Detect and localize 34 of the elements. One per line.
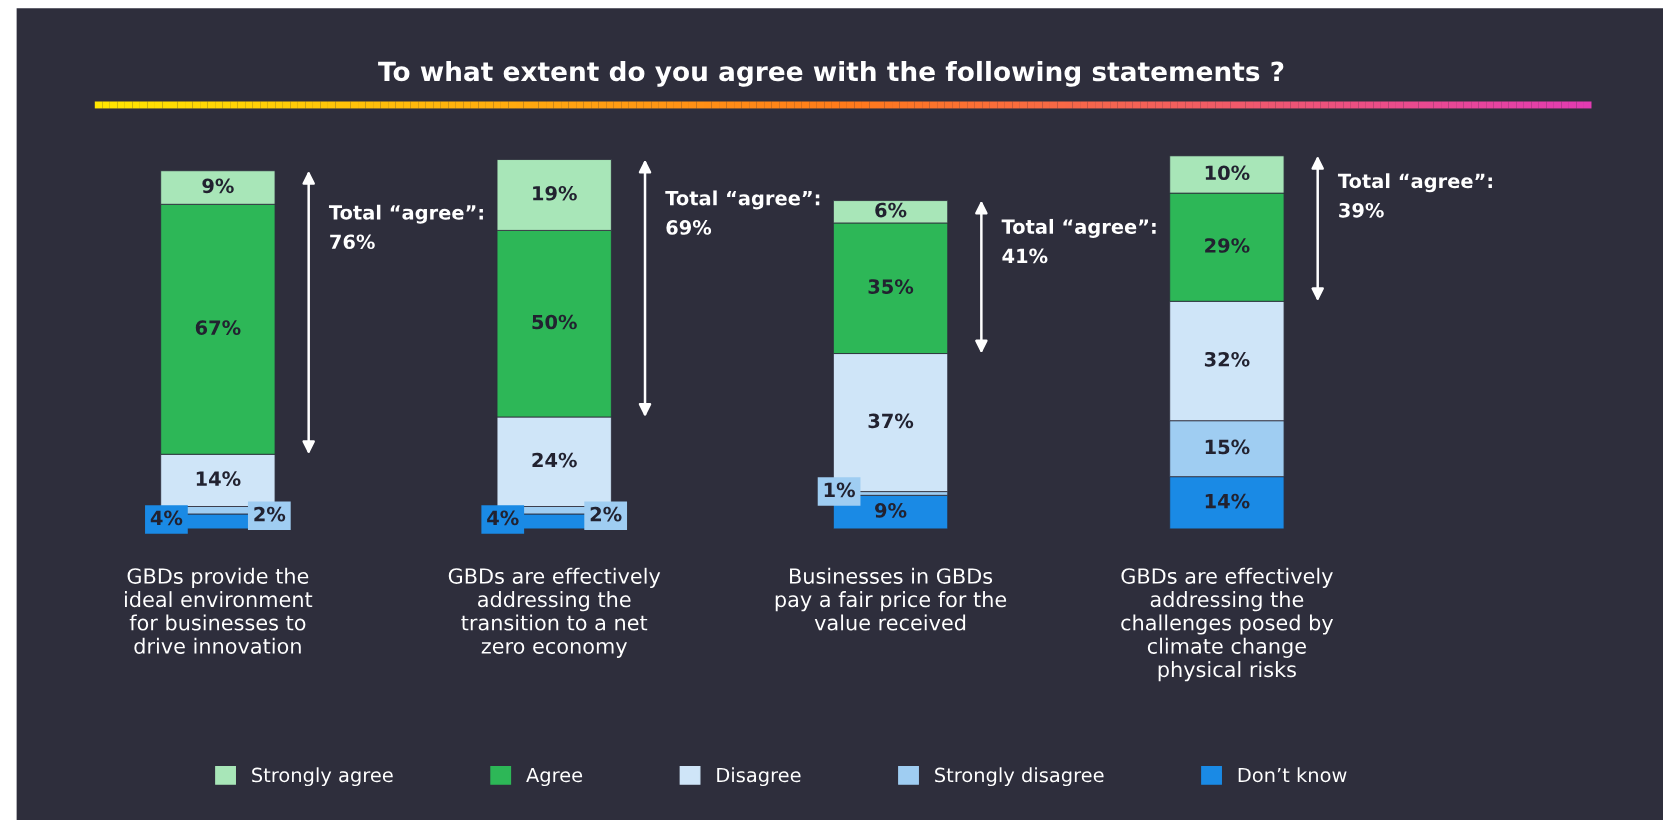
data-label: 1% [824, 482, 855, 498]
x-tick-label: Businesses in GBDs pay a fair price for the value received [775, 567, 1007, 631]
data-label: 37% [868, 413, 914, 429]
annotation: Total “agree”: 76% [328, 204, 483, 250]
data-label: 67% [195, 320, 241, 335]
data-label: 50% [532, 314, 577, 330]
data-label: 4% [150, 510, 183, 526]
legend-label: Agree [526, 767, 583, 787]
data-label: 24% [532, 452, 577, 468]
data-label: 4% [487, 510, 519, 526]
legend-label: Don’t know [1238, 767, 1347, 783]
data-label: 2% [254, 506, 286, 522]
data-label: 10% [1205, 165, 1250, 181]
x-tick-label: GBDs are effectively addressing the challenges posed by climate change physical risks [1121, 567, 1334, 682]
data-label: 35% [868, 279, 914, 294]
data-label: 14% [1205, 493, 1250, 509]
data-label: 14% [196, 471, 241, 487]
annotation: Total “agree”: 39% [1337, 173, 1492, 218]
data-label: 15% [1205, 439, 1250, 455]
x-tick-label: GBDs provide the ideal environment for businesses to drive innovation [125, 567, 313, 654]
data-label: 9% [202, 178, 234, 194]
x-tick-label: GBDs are effectively addressing the transition to a net zero economy [448, 567, 661, 658]
data-label: 29% [1205, 238, 1250, 253]
chart-title: To what extent do you agree with the following statements ? [378, 60, 1284, 87]
annotation: Total “agree”: 69% [665, 190, 820, 235]
annotation: Total “agree”: 41% [1001, 218, 1156, 264]
data-label: 2% [590, 506, 622, 522]
data-label: 32% [1204, 351, 1250, 367]
data-label: 9% [875, 503, 907, 518]
data-label: 19% [533, 185, 577, 201]
legend-label: Strongly agree [252, 767, 393, 787]
legend-label: Disagree [717, 767, 801, 787]
legend-label: Strongly disagree [935, 767, 1104, 787]
data-label: 6% [875, 202, 907, 218]
